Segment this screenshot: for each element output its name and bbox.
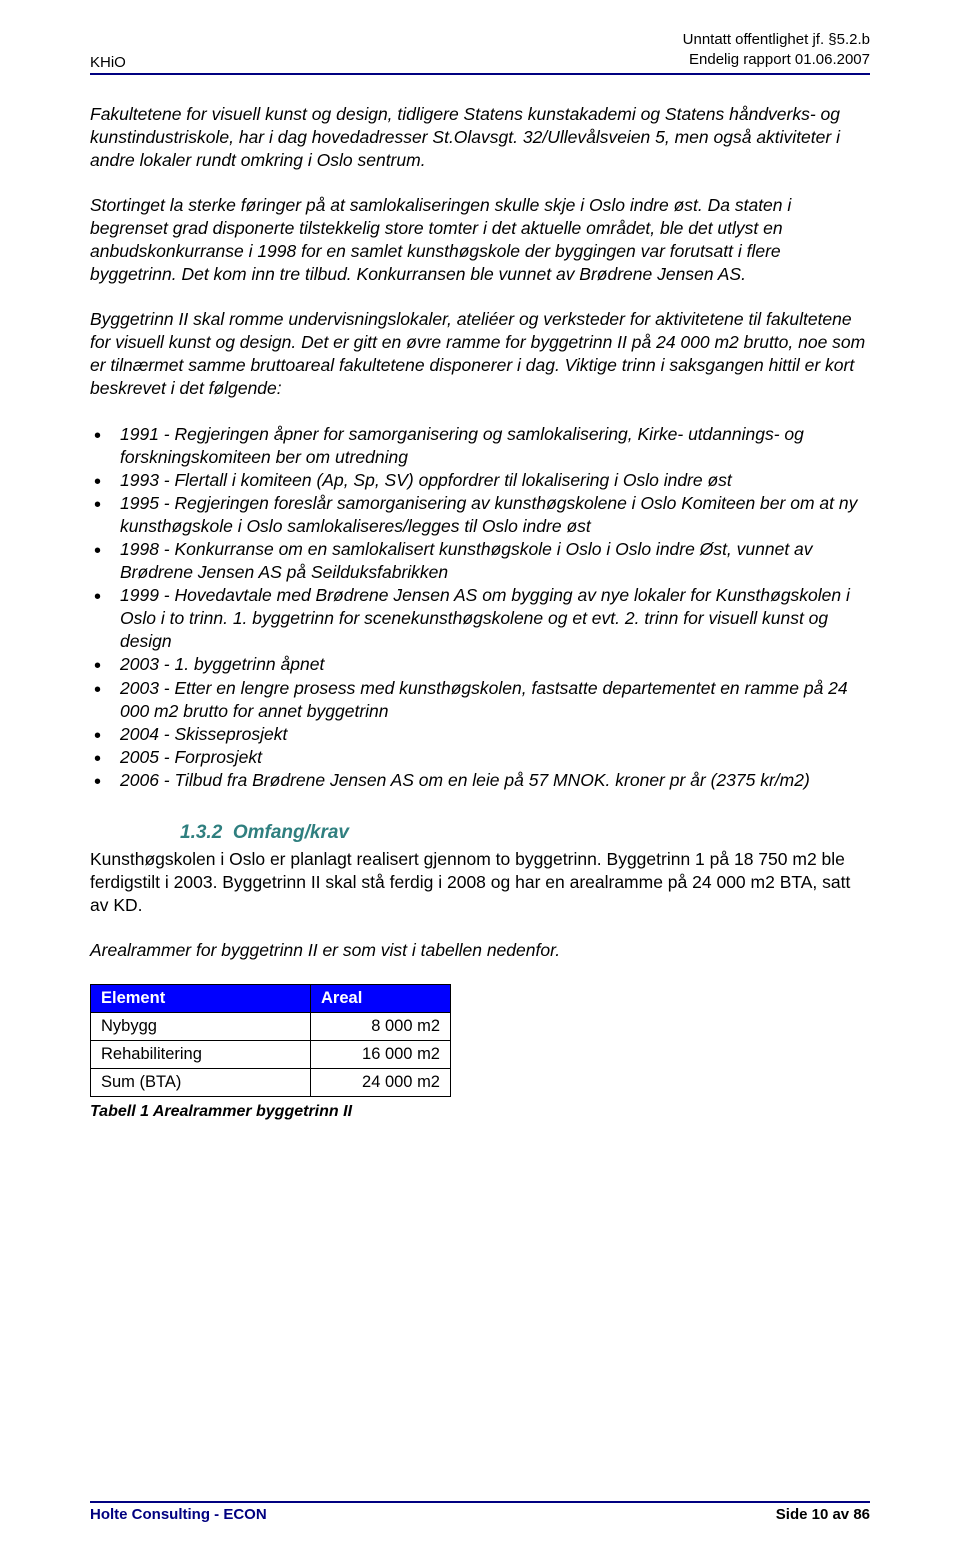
footer-left: Holte Consulting - ECON [90,1506,267,1523]
page-header: KHiO Unntatt offentlighet jf. §5.2.b End… [90,30,870,75]
table-row: Nybygg 8 000 m2 [91,1013,451,1041]
list-item: 2004 - Skisseprosjekt [90,723,870,746]
timeline-list: 1991 - Regjeringen åpner for samorganise… [90,423,870,793]
table-caption: Tabell 1 Arealrammer byggetrinn II [90,1103,870,1121]
section-paragraph-1: Kunsthøgskolen i Oslo er planlagt realis… [90,848,870,917]
header-report-date: Endelig rapport 01.06.2007 [683,50,870,70]
header-confidentiality: Unntatt offentlighet jf. §5.2.b [683,30,870,50]
list-item: 2006 - Tilbud fra Brødrene Jensen AS om … [90,769,870,792]
table-header-element: Element [91,985,311,1013]
table-cell-value: 8 000 m2 [311,1013,451,1041]
area-table: Element Areal Nybygg 8 000 m2 Rehabilite… [90,984,451,1097]
table-cell-label: Nybygg [91,1013,311,1041]
intro-paragraph-1: Fakultetene for visuell kunst og design,… [90,103,870,172]
table-header-row: Element Areal [91,985,451,1013]
list-item: 1999 - Hovedavtale med Brødrene Jensen A… [90,584,870,653]
list-item: 1993 - Flertall i komiteen (Ap, Sp, SV) … [90,469,870,492]
table-cell-label: Rehabilitering [91,1041,311,1069]
list-item: 1991 - Regjeringen åpner for samorganise… [90,423,870,469]
section-number: 1.3.2 [180,822,222,843]
header-right: Unntatt offentlighet jf. §5.2.b Endelig … [683,30,870,71]
list-item: 2003 - 1. byggetrinn åpnet [90,653,870,676]
table-row: Rehabilitering 16 000 m2 [91,1041,451,1069]
table-cell-value: 24 000 m2 [311,1069,451,1097]
list-item: 1995 - Regjeringen foreslår samorganiser… [90,492,870,538]
table-header-areal: Areal [311,985,451,1013]
table-cell-value: 16 000 m2 [311,1041,451,1069]
section-title: Omfang/krav [233,822,349,843]
table-cell-label: Sum (BTA) [91,1069,311,1097]
table-row: Sum (BTA) 24 000 m2 [91,1069,451,1097]
list-item: 2005 - Forprosjekt [90,746,870,769]
section-paragraph-2: Arealrammer for byggetrinn II er som vis… [90,939,870,962]
footer-page-number: Side 10 av 86 [776,1506,870,1523]
header-left: KHiO [90,54,126,71]
page-footer: Holte Consulting - ECON Side 10 av 86 [90,1501,870,1523]
intro-paragraph-2: Stortinget la sterke føringer på at saml… [90,194,870,286]
intro-paragraph-3: Byggetrinn II skal romme undervisningslo… [90,308,870,400]
list-item: 2003 - Etter en lengre prosess med kunst… [90,677,870,723]
section-heading: 1.3.2 Omfang/krav [180,822,870,844]
list-item: 1998 - Konkurranse om en samlokalisert k… [90,538,870,584]
